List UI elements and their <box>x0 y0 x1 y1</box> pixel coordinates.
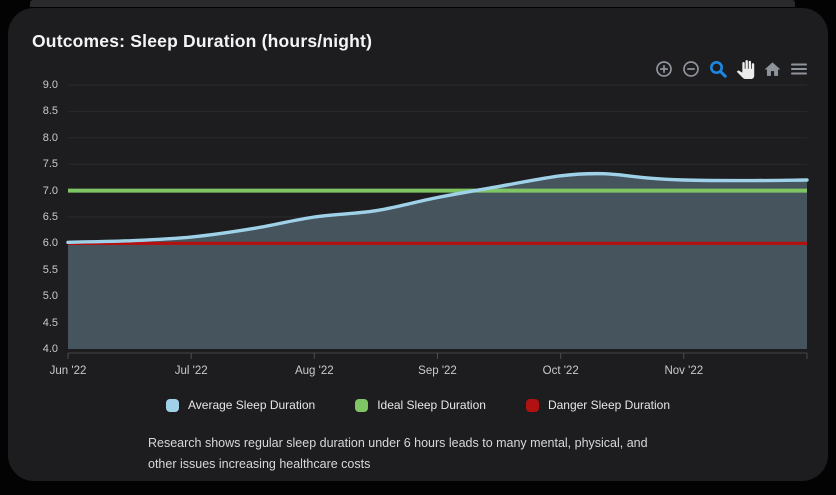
y-axis-label: 4.0 <box>42 343 58 355</box>
average-sleep-series-line <box>66 171 809 244</box>
chart-toolbar <box>653 58 810 80</box>
legend-label: Ideal Sleep Duration <box>377 398 486 412</box>
chart-area: 9.0 8.5 8.0 7.5 7.0 6.5 6.0 5.5 5.0 4.5 4.0 Jun '2… <box>8 8 828 481</box>
menu-icon[interactable] <box>788 58 810 80</box>
background-window-edge <box>30 0 795 7</box>
y-axis-label: 8.0 <box>42 131 58 144</box>
legend-label: Average Sleep Duration <box>187 398 316 412</box>
chart-footnote: Research shows regular sleep duration un… <box>148 433 648 475</box>
zoom-in-icon[interactable] <box>653 58 675 80</box>
chart-legend: Average Sleep Duration Ideal Sleep Durati… <box>8 398 828 412</box>
y-axis-label: 9.0 <box>42 79 58 91</box>
x-axis-label: Nov '22 <box>664 365 704 377</box>
home-icon[interactable] <box>761 58 783 80</box>
x-axis-label: Jul '22 <box>174 365 208 377</box>
x-axis-label: Oct '22 <box>542 365 579 377</box>
chart-card: Outcomes: Sleep Duration (hours/night) 9… <box>8 8 828 481</box>
average-sleep-area-fill <box>68 173 807 349</box>
legend-marker <box>165 398 179 412</box>
legend-marker <box>355 398 369 412</box>
x-axis-label: Aug '22 <box>294 365 334 377</box>
pan-icon[interactable] <box>734 58 756 80</box>
footnote-line: Research shows regular sleep duration un… <box>148 436 648 450</box>
zoom-out-icon[interactable] <box>680 58 702 80</box>
y-axis-label: 6.5 <box>42 211 58 223</box>
chart-title: Outcomes: Sleep Duration (hours/night) <box>32 31 373 51</box>
footnote-line: other issues increasing healthcare costs <box>148 457 371 471</box>
x-axis-label: Jun '22 <box>49 365 87 377</box>
y-axis-label: 8.5 <box>42 105 58 118</box>
legend-marker <box>525 398 539 412</box>
legend-item-average-sleep-duration[interactable]: Average Sleep Duration <box>165 398 316 412</box>
y-axis-label: 5.0 <box>42 290 58 303</box>
plot-area[interactable] <box>8 8 828 481</box>
legend-item-danger-sleep-duration[interactable]: Danger Sleep Duration <box>525 398 671 412</box>
x-axis-label: Sep '22 <box>418 365 457 377</box>
y-axis-label: 6.0 <box>42 237 58 250</box>
legend-item-ideal-sleep-duration[interactable]: Ideal Sleep Duration <box>355 398 486 412</box>
selection-zoom-icon[interactable] <box>707 58 729 80</box>
legend-label: Danger Sleep Duration <box>547 398 671 412</box>
y-axis-label: 4.5 <box>42 316 58 329</box>
y-axis-label: 7.0 <box>42 184 58 197</box>
y-axis-label: 7.5 <box>42 158 58 171</box>
y-axis-label: 5.5 <box>42 263 58 276</box>
